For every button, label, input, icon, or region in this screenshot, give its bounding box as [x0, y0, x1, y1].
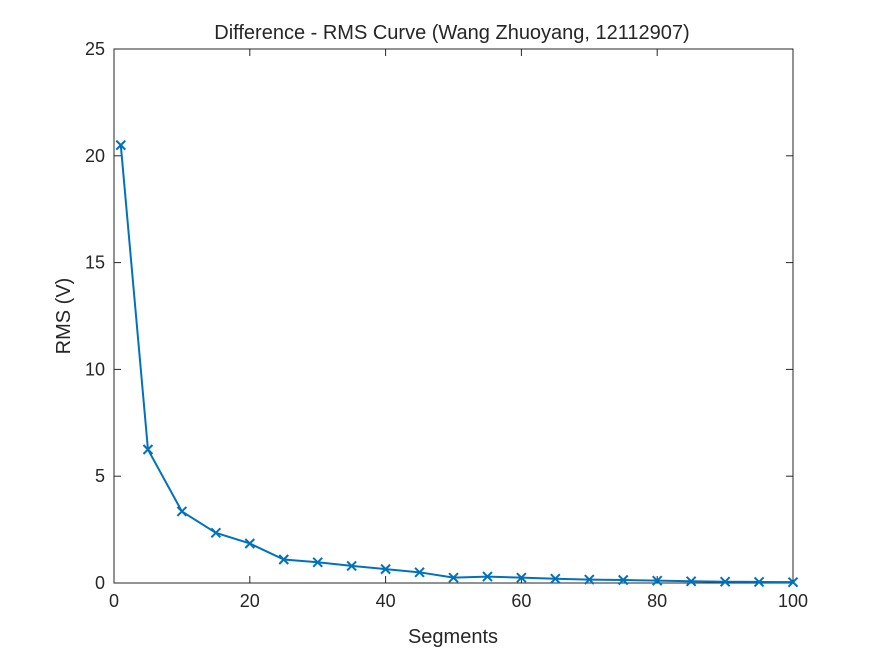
marker-stroke — [312, 557, 323, 568]
x-axis-label: Segments — [408, 626, 498, 648]
marker-stroke — [346, 560, 357, 572]
marker-stroke — [448, 572, 459, 583]
x-tick-label: 20 — [240, 591, 260, 611]
x-tick-label: 80 — [647, 591, 667, 611]
y-axis-ticks: 0 5 10 15 20 25 — [85, 39, 793, 593]
data-point-marker — [787, 576, 799, 588]
x-tick-label: 40 — [376, 591, 396, 611]
y-axis-label: RMS (V) — [53, 278, 75, 355]
marker-stroke — [719, 576, 731, 587]
marker-stroke — [550, 573, 561, 584]
y-tick-label: 25 — [85, 39, 105, 59]
marker-stroke — [244, 538, 256, 549]
axes-box — [113, 48, 794, 584]
marker-stroke — [753, 576, 765, 588]
data-point-marker — [244, 538, 256, 549]
data-point-marker — [312, 557, 323, 568]
marker-stroke — [787, 576, 799, 588]
marker-stroke — [414, 567, 425, 578]
x-tick-label: 100 — [778, 591, 808, 611]
data-point-marker — [685, 576, 697, 587]
data-point-marker — [482, 571, 493, 582]
data-point-marker — [516, 572, 527, 583]
data-point-marker — [176, 506, 188, 517]
x-tick-label: 0 — [109, 591, 119, 611]
y-tick-label: 15 — [85, 253, 105, 273]
marker-stroke — [516, 572, 527, 583]
marker-stroke — [278, 554, 289, 565]
marker-stroke — [210, 527, 222, 539]
data-point-marker — [448, 572, 459, 583]
y-tick-label: 0 — [95, 573, 105, 593]
marker-stroke — [142, 444, 154, 455]
y-tick-label: 5 — [95, 466, 105, 486]
x-tick-label: 60 — [511, 591, 531, 611]
y-tick-label: 10 — [85, 359, 105, 379]
data-point-marker — [380, 563, 391, 575]
data-point-marker — [278, 554, 289, 565]
data-point-marker — [584, 574, 595, 585]
data-point-marker — [210, 527, 222, 539]
marker-stroke — [176, 506, 188, 517]
marker-stroke — [651, 575, 663, 586]
series-markers — [115, 139, 799, 588]
data-point-marker — [414, 567, 425, 578]
marker-stroke — [584, 574, 595, 585]
chart-title: Difference - RMS Curve (Wang Zhuoyang, 1… — [214, 22, 689, 44]
marker-stroke — [618, 574, 629, 586]
marker-stroke — [685, 576, 697, 587]
x-axis-ticks: 0 20 40 60 80 100 — [109, 49, 808, 611]
y-tick-label: 20 — [85, 146, 105, 166]
marker-stroke — [482, 571, 493, 582]
data-point-marker — [550, 573, 561, 584]
data-point-marker — [618, 574, 629, 586]
data-point-marker — [651, 575, 663, 586]
data-point-marker — [753, 576, 765, 588]
marker-stroke — [115, 139, 126, 151]
data-point-marker — [142, 444, 154, 455]
data-point-marker — [719, 576, 731, 587]
data-point-marker — [115, 139, 126, 151]
data-point-marker — [346, 560, 357, 572]
marker-stroke — [380, 563, 391, 575]
